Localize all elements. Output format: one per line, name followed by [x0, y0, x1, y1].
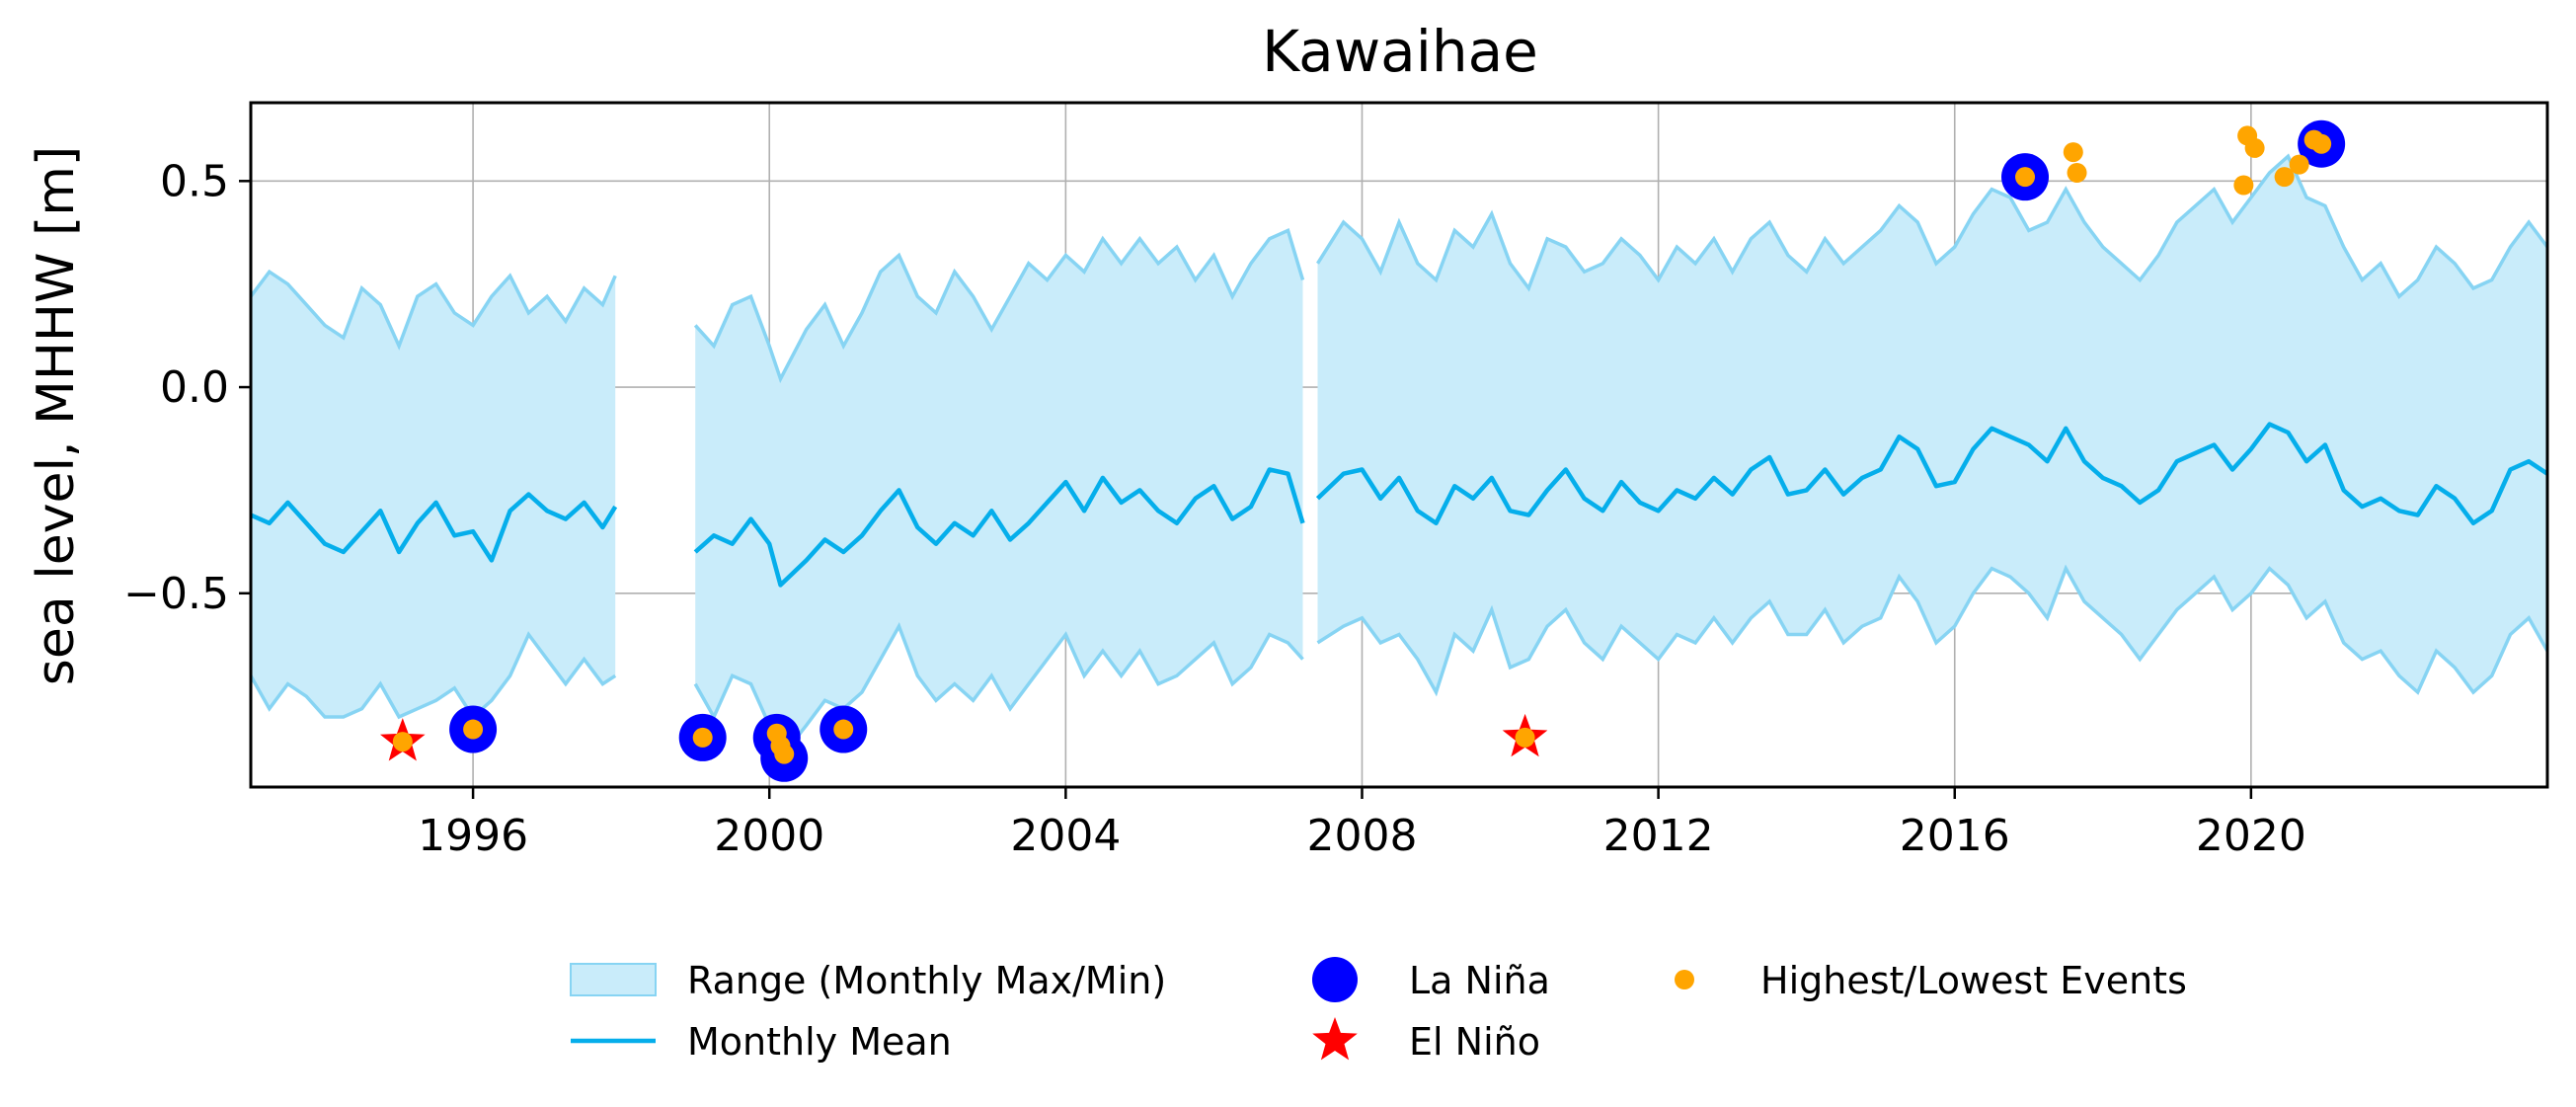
x-tick-label: 1996: [418, 811, 528, 861]
event-marker: [2063, 142, 2083, 163]
event-marker: [692, 727, 713, 748]
legend-label: El Niño: [1409, 1020, 1540, 1064]
legend-el-nino-swatch: [1312, 1017, 1358, 1061]
event-marker: [2274, 167, 2295, 188]
event-marker: [2067, 162, 2087, 183]
legend-label: Highest/Lowest Events: [1760, 959, 2187, 1002]
event-marker: [2289, 154, 2309, 175]
event-marker: [463, 719, 484, 740]
monthly-mean-line: [1315, 422, 2547, 526]
range-band: [251, 272, 616, 717]
x-tick-label: 2004: [1010, 811, 1121, 861]
event-marker: [833, 719, 854, 740]
event-marker: [2015, 167, 2036, 188]
chart-title: Kawaihae: [1262, 18, 1538, 85]
legend: Range (Monthly Max/Min) Monthly Mean La Ni…: [570, 957, 2187, 1064]
plot-frame: [249, 101, 2549, 789]
axis-ticks: 1996 2000 2004 2008 2012 2016 2020 0.5 0.0 −0.5: [123, 156, 2306, 861]
event-marker: [1515, 727, 1535, 748]
legend-la-nina-swatch: [1312, 957, 1358, 1002]
legend-range-swatch: [570, 963, 657, 996]
legend-label: Range (Monthly Max/Min): [687, 959, 1166, 1002]
range-band: [1317, 156, 2547, 693]
range-min-line: [251, 631, 617, 720]
x-tick-label: 2016: [1900, 811, 2010, 861]
range-min-line: [1316, 564, 2547, 697]
x-tick-label: 2020: [2196, 811, 2306, 861]
legend-events-swatch: [1675, 970, 1694, 989]
event-marker: [392, 732, 413, 752]
y-tick-label: 0.5: [160, 156, 229, 206]
legend-label: La Niña: [1409, 959, 1550, 1002]
event-marker: [2244, 137, 2265, 158]
y-tick-label: −0.5: [123, 569, 229, 619]
x-tick-label: 2012: [1603, 811, 1714, 861]
monthly-mean-line: [693, 467, 1305, 588]
range-max-line: [251, 269, 617, 351]
plot-area: [251, 119, 2547, 782]
x-tick-label: 2000: [714, 811, 824, 861]
monthly-mean-line: [251, 492, 618, 563]
x-tick-label: 2008: [1306, 811, 1417, 861]
event-marker: [774, 744, 795, 764]
y-tick-label: 0.0: [160, 362, 229, 413]
y-axis-label: sea level, MHHW [m]: [27, 146, 86, 685]
event-marker: [2233, 175, 2254, 196]
range-max-line: [693, 227, 1305, 384]
event-marker: [2311, 133, 2332, 154]
range-max-line: [1316, 153, 2547, 299]
range-band: [695, 230, 1303, 758]
legend-label: Monthly Mean: [687, 1020, 952, 1064]
